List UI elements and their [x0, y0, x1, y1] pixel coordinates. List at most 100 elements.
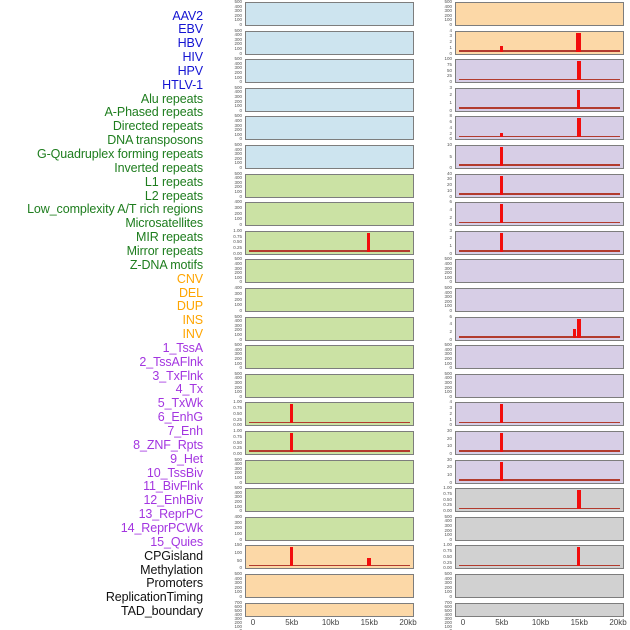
track-label: 8_ZNF_Rpts: [133, 437, 203, 452]
track-label: 14_ReprPCWk: [120, 520, 203, 535]
y-axis-ticks: 500 400 300 200 100 0: [428, 571, 452, 599]
y-axis-ticks: 500 400 300 200 100 0: [218, 84, 242, 113]
profile-baseline: [458, 250, 620, 252]
y-tick-label: 0.00: [443, 565, 452, 571]
track-panel: [244, 402, 414, 427]
y-tick-label: 100: [234, 331, 242, 337]
y-tick-label: 4: [449, 321, 452, 327]
y-tick-label: 400: [444, 3, 452, 9]
profile-peak: [289, 404, 293, 424]
y-tick-label: 400: [234, 346, 242, 352]
y-tick-label: 400: [234, 146, 242, 152]
y-axis-ticks: 100 75 50 25 0: [428, 56, 452, 84]
y-tick-label: 100: [234, 45, 242, 51]
y-tick-label: 500: [444, 342, 452, 348]
y-tick-label: 200: [234, 210, 242, 216]
y-tick-label: 600: [444, 603, 452, 609]
y-tick-label: 200: [234, 69, 242, 75]
y-tick-label: 700: [444, 599, 452, 605]
y-tick-label: 2: [449, 39, 452, 45]
profile-peak: [499, 175, 503, 195]
y-tick-label: 500: [234, 0, 242, 4]
track-label: 13_ReprPC: [138, 507, 204, 522]
track-label: G-Quadruplex forming repeats: [36, 147, 203, 161]
track-panel: [454, 345, 624, 370]
y-axis-ticks: 1.00 0.75 0.50 0.25 0.00: [218, 428, 242, 456]
track-panel: [454, 431, 624, 455]
y-tick-label: 200: [234, 270, 242, 276]
profile-baseline: [458, 135, 620, 138]
y-tick-label: 400: [234, 89, 242, 95]
y-tick-label: 25: [446, 73, 452, 79]
y-tick-label: 100: [444, 303, 452, 309]
y-tick-label: 500: [234, 84, 242, 90]
y-tick-label: 200: [234, 619, 242, 625]
track-label: 5_TxWk: [157, 396, 203, 411]
y-tick-label: 300: [444, 522, 452, 528]
y-tick-label: 0: [449, 107, 452, 113]
track-panel: [454, 202, 624, 227]
y-tick-label: 300: [444, 379, 452, 385]
y-tick-label: 300: [234, 93, 242, 99]
y-tick-label: 300: [444, 294, 452, 300]
profile-peak: [499, 404, 503, 424]
track-label: 7_Enh: [167, 424, 203, 438]
y-axis-ticks: 500 400 300 200 100 0: [218, 142, 242, 170]
track-label: EBV: [178, 22, 203, 37]
track-label: 3_TxFlnk: [152, 368, 203, 383]
y-tick-label: 500: [234, 142, 242, 147]
track-label: HTLV-1: [162, 77, 203, 92]
track-label: HIV: [182, 50, 203, 65]
y-tick-label: 200: [444, 12, 452, 18]
y-tick-label: 300: [234, 65, 242, 71]
track-label: AAV2: [172, 8, 203, 23]
track-label: HPV: [177, 63, 204, 78]
y-tick-label: 0.50: [233, 439, 242, 445]
y-tick-label: 300: [234, 615, 242, 621]
track-panel: [454, 316, 624, 341]
y-tick-label: 0.25: [233, 245, 242, 251]
x-tick-label: 5kb: [285, 618, 299, 627]
track-label: INV: [182, 327, 203, 342]
y-axis-ticks: 500 400 300 200 100 0: [428, 0, 452, 27]
y-tick-label: 0.50: [443, 553, 452, 559]
y-tick-label: 300: [234, 36, 242, 42]
y-tick-label: 2: [449, 130, 452, 136]
y-tick-label: 3: [449, 227, 452, 233]
y-tick-label: 20: [446, 182, 452, 188]
profile-peak: [367, 232, 371, 252]
track-label: ReplicationTiming: [105, 590, 203, 605]
y-tick-label: 0.25: [443, 502, 452, 508]
profile-baseline: [458, 507, 620, 510]
y-tick-label: 300: [444, 351, 452, 357]
y-tick-label: 400: [444, 346, 452, 352]
y-tick-label: 0.25: [443, 559, 452, 565]
y-tick-label: 0: [449, 136, 452, 142]
y-tick-label: 0.00: [233, 422, 242, 428]
y-tick-label: 0: [239, 279, 242, 285]
track-label: 6_EnhG: [157, 410, 203, 425]
profile-peak: [499, 204, 503, 224]
y-tick-label: 100: [444, 17, 452, 23]
profile-baseline: [458, 421, 620, 424]
x-tick-label: 20kb: [609, 618, 627, 627]
profile-peak: [577, 547, 581, 567]
y-tick-label: 500: [234, 56, 242, 62]
y-axis-ticks: 500 400 300 200 100 0: [218, 342, 242, 370]
y-tick-label: 0.50: [233, 410, 242, 416]
y-tick-label: 0: [428, 628, 452, 630]
y-axis-ticks: 500 400 300 200 100 0: [218, 114, 242, 141]
y-tick-label: 1.00: [233, 227, 242, 233]
track-label: Inverted repeats: [114, 160, 203, 175]
y-tick-label: 0: [239, 536, 242, 542]
y-tick-label: 300: [444, 265, 452, 271]
track-panel: [244, 116, 414, 141]
profile-baseline: [458, 221, 620, 224]
track-panel: [244, 173, 414, 198]
profile-peak: [576, 61, 581, 81]
y-tick-label: 2: [449, 328, 452, 334]
y-tick-label: 100: [234, 360, 242, 366]
profile-baseline: [458, 78, 620, 81]
